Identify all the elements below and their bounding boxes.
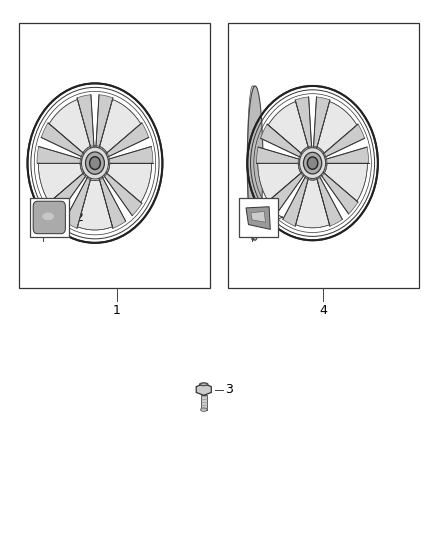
Polygon shape [99,176,126,228]
Polygon shape [78,180,113,230]
Text: 3: 3 [226,383,233,396]
Bar [239,198,278,237]
Ellipse shape [247,86,378,240]
Ellipse shape [85,152,104,174]
Ellipse shape [307,157,318,169]
Ellipse shape [251,86,256,240]
Bar [30,198,69,237]
Ellipse shape [304,152,322,174]
Polygon shape [251,212,265,222]
Ellipse shape [300,148,325,179]
Polygon shape [48,173,86,216]
Ellipse shape [247,86,263,240]
Polygon shape [314,97,330,148]
Polygon shape [38,163,83,203]
Text: 2: 2 [75,211,83,224]
Text: 5: 5 [285,211,293,224]
Polygon shape [258,163,301,201]
Text: 1: 1 [113,304,120,317]
Ellipse shape [249,86,257,240]
Polygon shape [317,101,357,153]
Polygon shape [267,172,304,214]
Polygon shape [323,124,364,157]
Polygon shape [296,179,329,228]
Polygon shape [256,147,300,163]
Polygon shape [107,163,152,203]
Polygon shape [106,123,149,157]
Polygon shape [321,172,358,214]
FancyBboxPatch shape [33,201,65,233]
Polygon shape [196,384,211,395]
Polygon shape [325,147,369,163]
Polygon shape [77,95,94,148]
Ellipse shape [28,83,162,243]
Polygon shape [108,147,153,163]
Polygon shape [96,95,113,148]
Bar [19,22,210,288]
Polygon shape [324,163,367,201]
Polygon shape [37,147,82,163]
Polygon shape [246,207,270,229]
Polygon shape [99,100,141,153]
Polygon shape [41,123,84,157]
Polygon shape [268,101,308,153]
Polygon shape [317,176,343,226]
Ellipse shape [200,383,207,385]
Polygon shape [104,173,142,216]
Ellipse shape [42,213,54,220]
Polygon shape [295,97,312,148]
Polygon shape [49,100,90,153]
Ellipse shape [201,408,207,411]
Ellipse shape [81,147,109,179]
Ellipse shape [89,157,100,169]
Bar [228,22,419,288]
Polygon shape [261,124,302,157]
Polygon shape [64,176,91,228]
Ellipse shape [199,383,208,386]
Polygon shape [283,176,308,226]
Ellipse shape [247,86,258,240]
Bar [201,395,207,410]
Text: 4: 4 [319,304,327,317]
